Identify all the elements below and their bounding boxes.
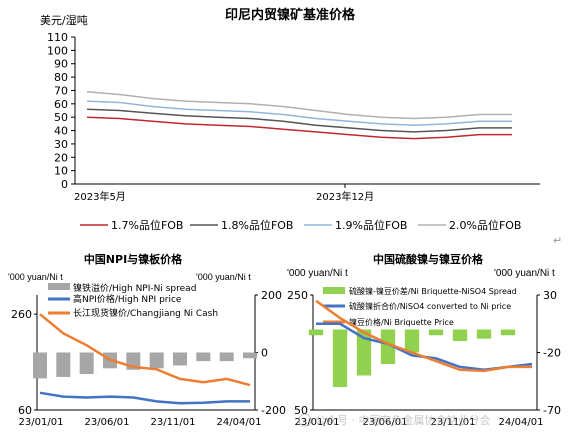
c2-ytick-left-label: 260 xyxy=(11,308,32,321)
c3-spread-bar xyxy=(452,329,468,341)
c2-spread-bar xyxy=(149,352,164,369)
legend1-label-2: 1.9%品位FOB xyxy=(335,218,407,232)
chart1-series-line-2 xyxy=(86,100,512,126)
chart1-ytick-label: 70 xyxy=(54,84,68,97)
c2-spread-bar xyxy=(219,352,234,362)
c3-spread-bar xyxy=(356,329,372,376)
legend2-label-0: 镍铁溢价/High NPI-Ni spread xyxy=(73,282,196,294)
chart1-legend: 1.7%品位FOB 1.8%品位FOB 1.9%品位FOB 2.0%品位FOB xyxy=(80,218,521,232)
c3-series-line-1 xyxy=(316,322,533,372)
chart3-title: 中国硫酸镍与镍豆价格 xyxy=(373,252,484,266)
wechat-logo-icon xyxy=(298,413,312,427)
c3-spread-bar xyxy=(332,329,348,387)
chart3-x-ticks: 23/01/01 23/06/01 23/11/01 24/04/01 xyxy=(295,417,544,428)
return-arrow-icon: ↵ xyxy=(553,234,562,247)
c2-spread-bar xyxy=(79,352,94,375)
chart1-ytick-label: 80 xyxy=(54,71,68,84)
watermark-text: 公众号 · 中国有色金属协会钴业分会 xyxy=(315,413,491,427)
c3-ytick-right-label: -70 xyxy=(543,404,561,417)
c3-xtick-label: 23/11/01 xyxy=(431,417,476,428)
legend1-label-0: 1.7%品位FOB xyxy=(111,218,183,232)
chart1-ytick-label: 50 xyxy=(54,111,68,124)
c2-ytick-right-label: 200 xyxy=(261,289,282,302)
legend1-label-1: 1.8%品位FOB xyxy=(221,218,293,232)
c2-xtick-label: 24/04/01 xyxy=(217,417,262,428)
chart3-left-unit: '000 yuan/Ni t xyxy=(287,268,348,279)
chart1-xtick-0: 2023年5月 xyxy=(74,190,126,203)
c3-xtick-label: 23/06/01 xyxy=(363,417,408,428)
chart1-ytick-label: 20 xyxy=(54,151,68,164)
chart2-spread-bars xyxy=(33,352,257,379)
legend3-swatch-0 xyxy=(323,287,345,294)
legend2-label-1: 高NPI价格/High NPI price xyxy=(73,293,182,305)
c2-spread-bar xyxy=(56,352,71,377)
chart-ore-benchmark: 印尼内贸镍矿基准价格 美元/湿吨 01020304050607080901001… xyxy=(40,7,562,247)
c2-spread-bar xyxy=(173,352,187,366)
watermark: 公众号 · 中国有色金属协会钴业分会 xyxy=(298,413,491,427)
chart1-ytick-label: 100 xyxy=(47,44,68,57)
legend3-label-1: 硫酸镍折合价/NiSO4 converted to Ni price xyxy=(349,301,511,311)
chart1-series-line-0 xyxy=(86,116,512,140)
legend1-label-3: 2.0%品位FOB xyxy=(449,218,521,232)
chart2-series xyxy=(39,313,251,405)
chart1-series xyxy=(86,91,512,140)
chart2-left-unit: '000 yuan/Ni t xyxy=(8,272,63,282)
chart-nickel-sulfate-briquette: 中国硫酸镍与镍豆价格 '000 yuan/Ni t '000 yuan/Ni t… xyxy=(287,252,561,428)
chart2-title: 中国NPI与镍板价格 xyxy=(84,252,183,266)
chart1-ytick-label: 40 xyxy=(54,125,68,138)
chart1-ytick-label: 60 xyxy=(54,98,68,111)
c3-spread-bar xyxy=(404,329,420,353)
c2-xtick-label: 23/01/01 xyxy=(19,417,64,428)
chart1-ytick-label: 110 xyxy=(47,31,68,44)
legend2-swatch-0 xyxy=(48,283,70,290)
c3-spread-bar xyxy=(476,329,492,339)
c3-spread-bar xyxy=(308,329,324,336)
chart3-spread-bars xyxy=(308,329,516,387)
c2-xtick-label: 23/11/01 xyxy=(151,417,196,428)
c3-ytick-right-label: 30 xyxy=(543,289,557,302)
c3-spread-bar xyxy=(380,329,396,364)
c2-ytick-right-label: 0 xyxy=(261,347,268,360)
legend3-label-2: 镍豆价格/Ni Briquette Price xyxy=(349,317,454,327)
c3-spread-bar xyxy=(428,329,444,336)
chart-npi-nickel-plate: 中国NPI与镍板价格 '000 yuan/Ni t '000 yuan/Ni t… xyxy=(8,252,286,428)
c3-ytick-left-label: 250 xyxy=(287,289,308,302)
c3-spread-bar xyxy=(500,329,516,336)
c2-ytick-right-label: -200 xyxy=(261,404,286,417)
chart1-ylabel: 美元/湿吨 xyxy=(40,14,88,27)
chart2-right-unit: '000 yuan/Ni t xyxy=(196,272,251,282)
chart3-legend: 硫酸镍-镍豆价差/Ni Briquette-NiSO4 Spread 硫酸镍折合… xyxy=(323,286,517,327)
chart1-ytick-label: 0 xyxy=(61,178,68,191)
chart2-x-ticks: 23/01/01 23/06/01 23/11/01 24/04/01 xyxy=(19,417,262,428)
chart3-right-unit: '000 yuan/Ni t xyxy=(494,268,555,279)
c2-spread-bar xyxy=(243,352,257,359)
chart1-ytick-label: 10 xyxy=(54,165,68,178)
c2-xtick-label: 23/06/01 xyxy=(85,417,130,428)
legend2-label-2: 长江现货镍价/Changjiang Ni Cash xyxy=(73,307,218,319)
chart1-ytick-label: 30 xyxy=(54,138,68,151)
c3-series-line-2 xyxy=(315,299,532,373)
c3-xtick-label: 23/01/01 xyxy=(295,417,340,428)
chart2-legend: 镍铁溢价/High NPI-Ni spread 高NPI价格/High NPI … xyxy=(48,282,218,319)
chart1-xtick-1: 2023年12月 xyxy=(316,190,374,203)
c2-spread-bar xyxy=(33,352,47,379)
c3-xtick-label: 24/04/01 xyxy=(499,417,544,428)
c2-series-line-1 xyxy=(39,391,250,405)
c2-ytick-left-label: 60 xyxy=(18,404,32,417)
chart1-ytick-label: 90 xyxy=(54,58,68,71)
c2-spread-bar xyxy=(196,352,211,362)
c3-ytick-right-label: -20 xyxy=(543,347,561,360)
legend3-label-0: 硫酸镍-镍豆价差/Ni Briquette-NiSO4 Spread xyxy=(349,286,517,296)
chart1-title: 印尼内贸镍矿基准价格 xyxy=(225,7,356,23)
chart3-series xyxy=(315,299,533,373)
chart1-series-line-3 xyxy=(86,91,512,120)
c2-series-line-2 xyxy=(39,313,251,387)
chart1-series-line-1 xyxy=(86,108,512,133)
chart2-y-ticks: 60 260 -200 0 200 xyxy=(11,289,286,417)
